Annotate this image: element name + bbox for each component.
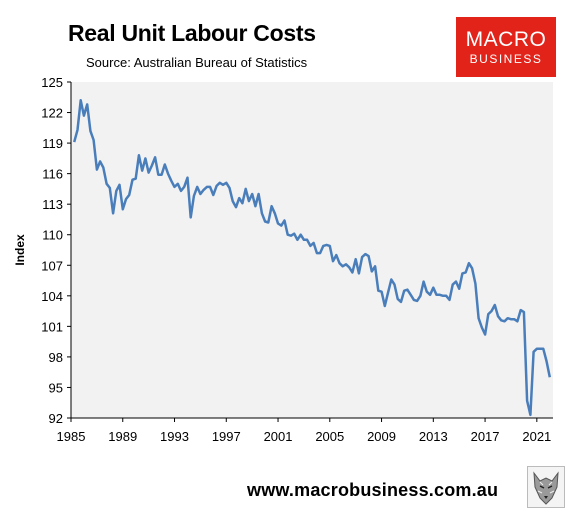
x-tick-label: 2013 — [419, 429, 448, 444]
y-tick-label: 92 — [49, 411, 63, 426]
y-tick-label: 104 — [41, 289, 63, 304]
x-tick-label: 2005 — [315, 429, 344, 444]
y-tick-label: 113 — [42, 197, 63, 212]
chart-title: Real Unit Labour Costs — [68, 20, 316, 46]
x-tick-label: 2001 — [264, 429, 293, 444]
wolf-icon — [527, 466, 565, 508]
y-tick-label: 116 — [42, 167, 63, 182]
series-line — [72, 99, 552, 417]
x-tick-label: 1985 — [57, 429, 86, 444]
x-tick-label: 1989 — [108, 429, 137, 444]
macrobusiness-logo: MACRO BUSINESS — [456, 17, 556, 77]
logo-line-2: BUSINESS — [469, 52, 543, 66]
plot-background — [71, 82, 553, 418]
x-tick-label: 1993 — [160, 429, 189, 444]
y-axis-label: Index — [13, 234, 27, 266]
y-tick-label: 107 — [41, 258, 63, 273]
x-tick-label: 1997 — [212, 429, 241, 444]
x-tick-label: 2017 — [471, 429, 500, 444]
y-tick-label: 119 — [42, 136, 63, 151]
y-tick-label: 122 — [41, 106, 63, 121]
x-tick-label: 2021 — [522, 429, 551, 444]
website-url[interactable]: www.macrobusiness.com.au — [247, 480, 499, 500]
x-tick-label: 2009 — [367, 429, 396, 444]
y-tick-label: 101 — [41, 319, 63, 334]
y-tick-label: 125 — [41, 75, 63, 90]
y-tick-label: 95 — [49, 380, 63, 395]
chart-area: 92 95 98 101 104 107 110 113 116 119 122 125 1985 198… — [13, 75, 553, 444]
logo-line-1: MACRO — [465, 28, 547, 51]
y-tick-label: 110 — [42, 228, 63, 243]
y-tick-label: 98 — [49, 350, 63, 365]
chart-source: Source: Australian Bureau of Statistics — [86, 55, 308, 70]
